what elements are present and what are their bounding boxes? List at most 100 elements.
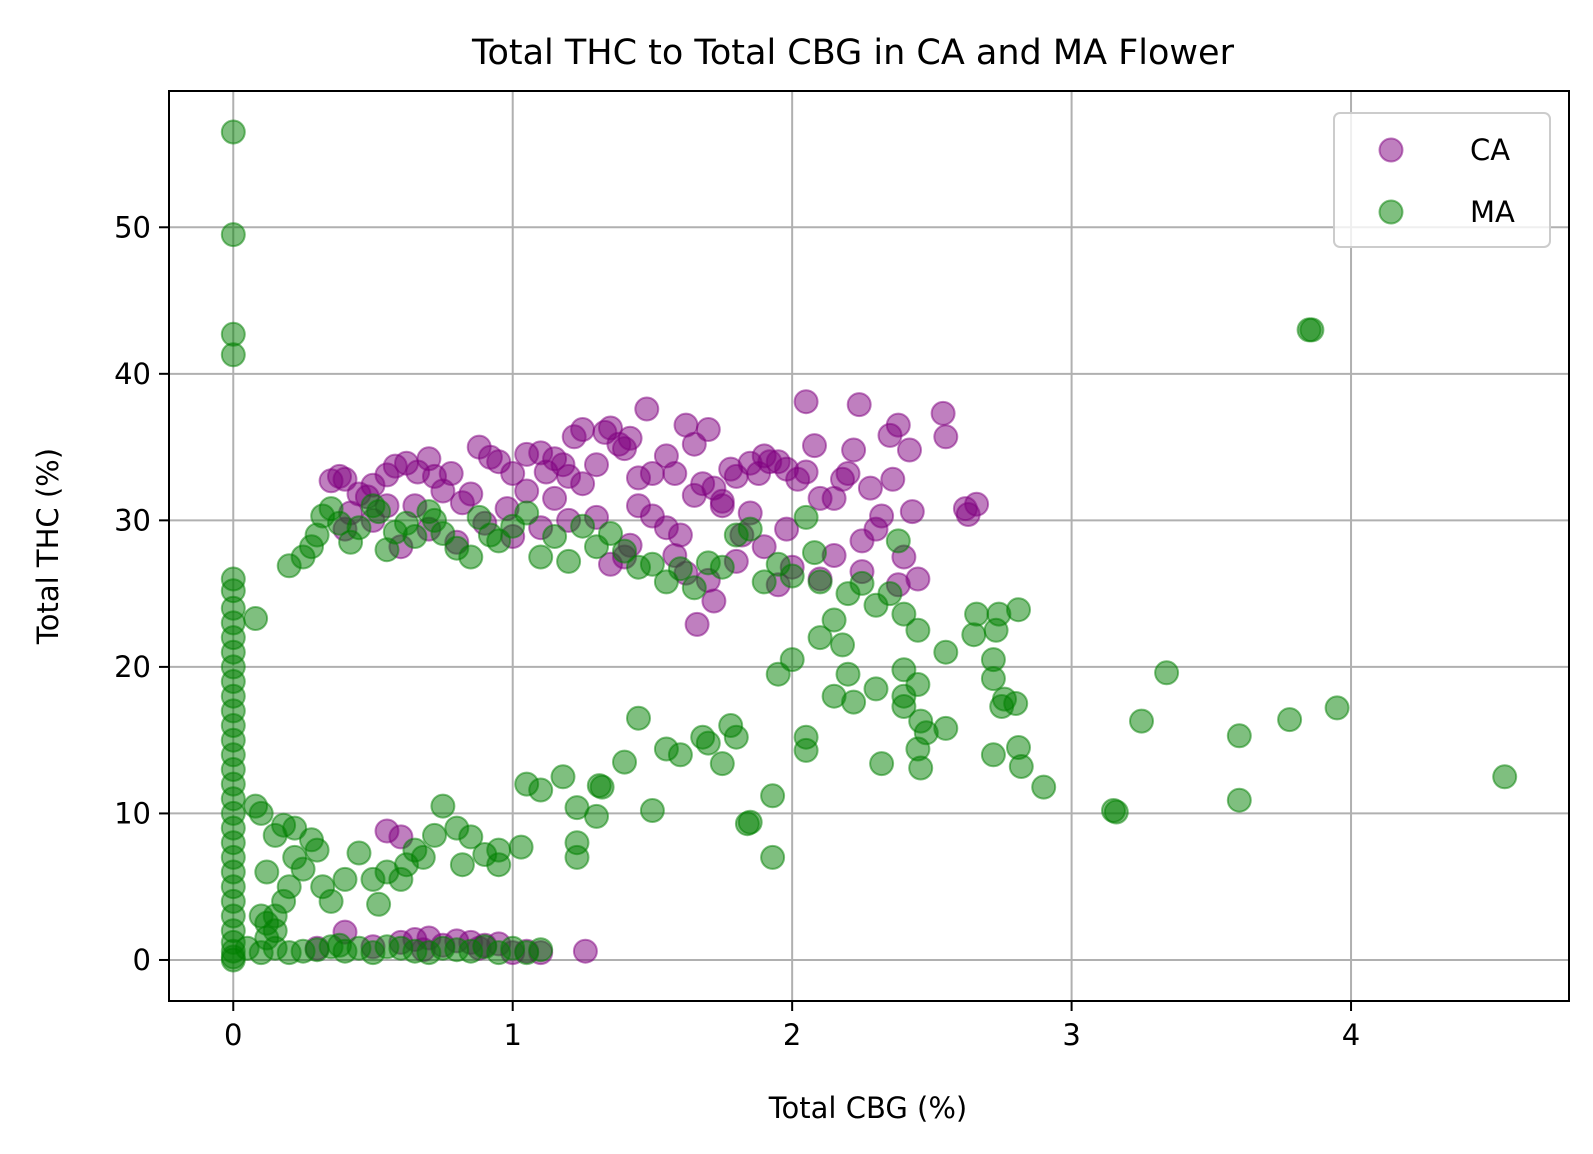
y-tick-label: 20 [114, 650, 151, 684]
data-point [514, 771, 540, 797]
data-point [793, 459, 819, 485]
data-point [709, 751, 735, 777]
data-point [877, 581, 903, 607]
data-point [849, 570, 875, 596]
data-point [751, 534, 777, 560]
data-point [598, 521, 623, 546]
data-point [930, 400, 956, 426]
data-point [466, 504, 492, 530]
data-point [1006, 597, 1031, 623]
data-point [254, 925, 280, 951]
data-point [964, 491, 990, 517]
data-point [765, 661, 791, 687]
data-point [254, 859, 280, 885]
plot-frame [168, 90, 1570, 1002]
data-point [734, 811, 760, 837]
data-point [220, 342, 246, 368]
data-point [793, 724, 819, 750]
data-point [961, 622, 987, 648]
data-point [980, 647, 1006, 673]
data-point [885, 412, 911, 438]
data-point [751, 569, 777, 595]
data-point [586, 773, 612, 799]
data-point [564, 795, 590, 821]
data-point [514, 478, 540, 504]
data-point [760, 844, 786, 870]
data-point [830, 632, 855, 658]
data-point [681, 482, 707, 508]
data-point [374, 818, 400, 844]
data-point [662, 461, 688, 486]
y-axis-label: Total THC (%) [31, 448, 65, 645]
data-point [1154, 660, 1180, 686]
data-point [550, 764, 576, 790]
data-point [572, 938, 598, 964]
data-point [556, 548, 582, 574]
data-point [360, 866, 386, 892]
data-point [897, 437, 922, 463]
data-point [891, 683, 917, 709]
data-point [1103, 799, 1129, 825]
data-point [718, 713, 744, 738]
data-point [570, 417, 596, 442]
x-axis-ticks: 0 1 2 3 4 [224, 1001, 1360, 1052]
legend-label-ma: MA [1470, 195, 1515, 229]
data-point [276, 874, 302, 900]
data-point [612, 538, 637, 564]
data-point [508, 834, 534, 860]
data-point [1008, 754, 1034, 779]
y-tick-label: 40 [114, 357, 151, 391]
data-point [564, 844, 590, 870]
data-point [667, 556, 693, 582]
data-point [542, 524, 568, 549]
y-tick-label: 50 [114, 210, 151, 244]
y-tick-label: 10 [114, 796, 151, 830]
data-point [639, 798, 665, 823]
legend-marker-ma [1378, 199, 1404, 225]
data-point [346, 515, 372, 541]
data-point [449, 852, 475, 878]
data-point [863, 516, 889, 542]
data-point [841, 437, 867, 463]
data-point [821, 683, 847, 709]
data-point [626, 705, 651, 731]
data-point [964, 601, 990, 627]
data-point [653, 515, 679, 541]
data-point [310, 874, 336, 900]
data-point [639, 551, 665, 577]
data-point [933, 715, 959, 741]
x-tick-label: 0 [224, 1018, 242, 1052]
data-point [422, 822, 447, 848]
data-point [366, 891, 392, 917]
data-point [430, 478, 456, 504]
data-point [1324, 695, 1350, 721]
data-point [542, 485, 568, 511]
data-point [737, 516, 763, 542]
legend: CA MA [1333, 112, 1551, 248]
data-point [402, 524, 428, 549]
data-point [299, 827, 324, 853]
data-point [980, 742, 1006, 768]
data-point [282, 844, 308, 870]
data-point [444, 815, 470, 841]
data-point [835, 461, 861, 486]
data-point [891, 657, 917, 683]
data-point [701, 588, 727, 614]
data-point [1277, 707, 1303, 733]
legend-box [1333, 112, 1551, 248]
data-point [500, 461, 526, 486]
data-point [528, 544, 554, 570]
series-ma [220, 119, 1518, 973]
data-point [653, 736, 679, 762]
data-point [774, 516, 800, 542]
data-point [857, 475, 883, 501]
data-point [243, 606, 269, 631]
data-point [430, 793, 456, 819]
data-point [821, 607, 847, 633]
data-point [905, 617, 931, 643]
data-point [332, 866, 358, 892]
data-point [1003, 691, 1029, 716]
data-point [905, 566, 931, 592]
y-tick-label: 0 [133, 943, 151, 977]
chart-title: Total THC to Total CBG in CA and MA Flow… [471, 33, 1235, 73]
